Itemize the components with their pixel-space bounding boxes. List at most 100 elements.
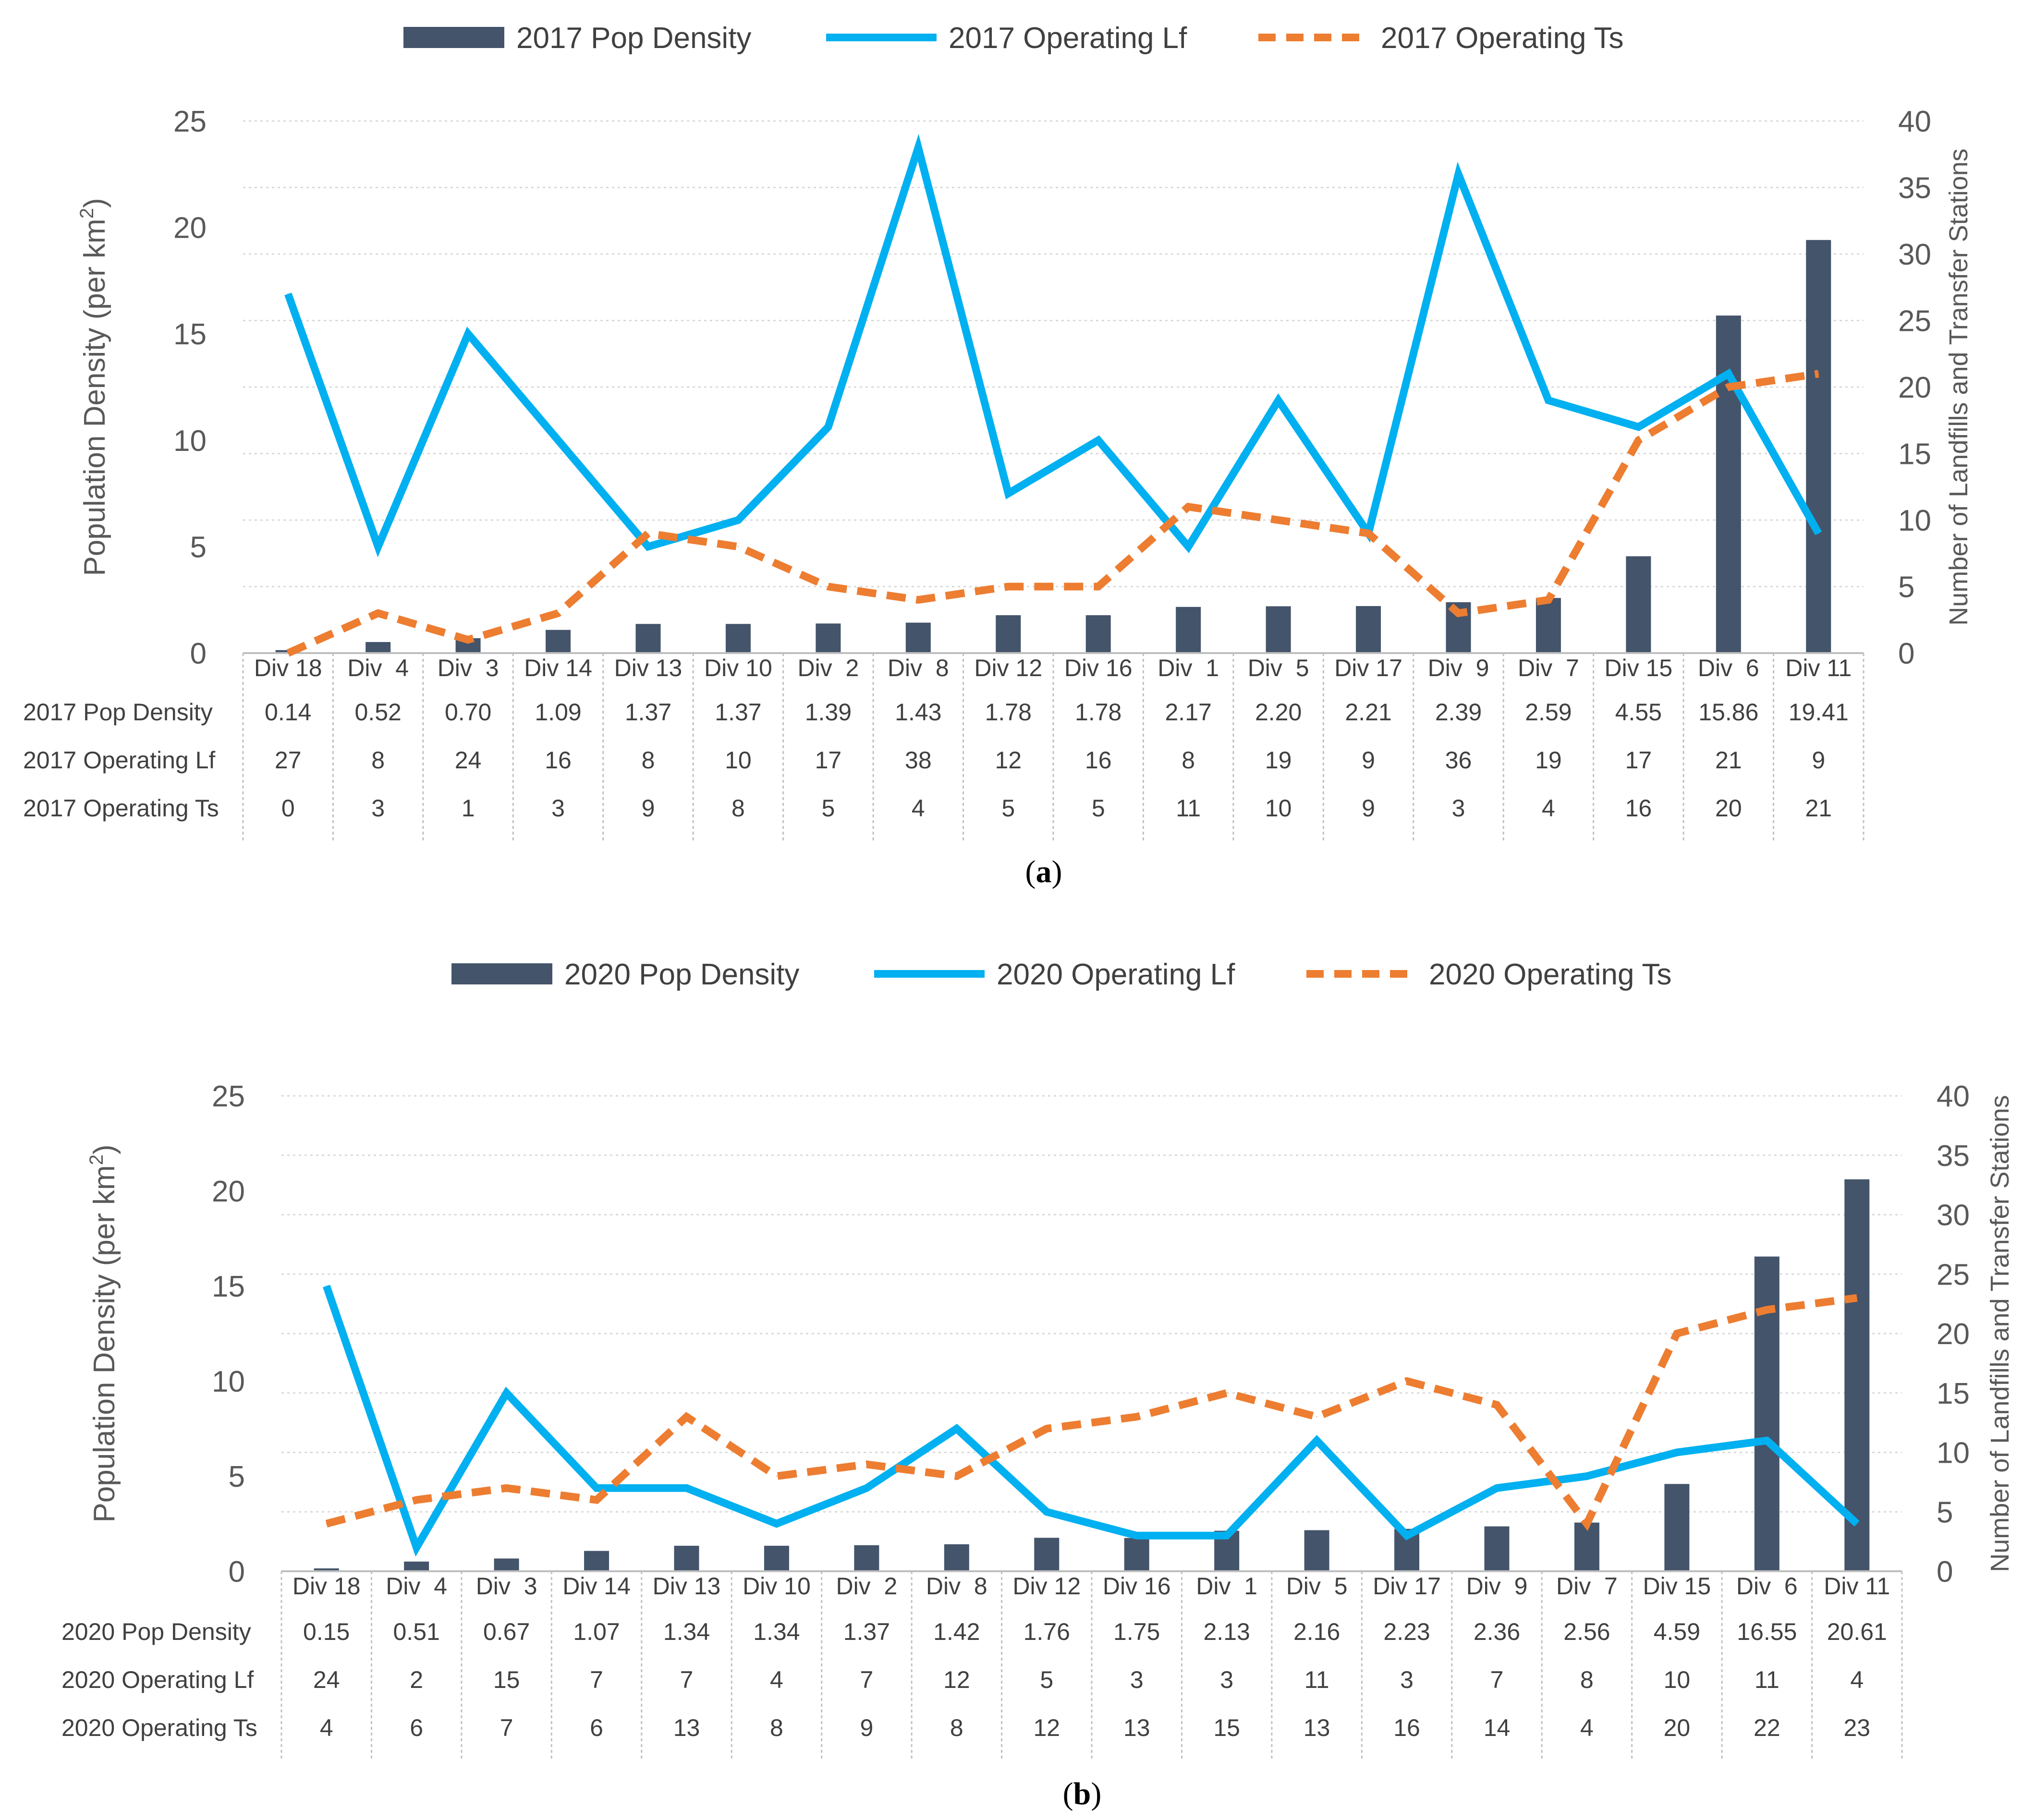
operating-lf-point-10 — [1097, 439, 1099, 441]
operating-lf-point-9 — [1008, 493, 1009, 494]
operating-ts-point-3 — [467, 639, 469, 641]
category-label: Div 4 — [386, 1573, 447, 1600]
operating-lf-point-7 — [866, 1487, 867, 1489]
operating-ts-point-11 — [1226, 1392, 1228, 1394]
table-cell: 36 — [1445, 747, 1472, 774]
operating-lf-point-12 — [1316, 1440, 1317, 1441]
legend-swatch-pop-density — [403, 27, 504, 48]
category-label: Div 9 — [1466, 1573, 1528, 1600]
table-cell: 3 — [1220, 1666, 1233, 1693]
right-axis-title: Number of Landfills and Transfer Station… — [1986, 1095, 2014, 1572]
table-cell: 2.23 — [1383, 1618, 1430, 1645]
table-cell: 12 — [943, 1666, 970, 1693]
category-label: Div 12 — [974, 655, 1042, 681]
table-cell: 2.56 — [1563, 1618, 1610, 1645]
table-row-label: 2017 Operating Lf — [23, 747, 215, 774]
operating-lf-point-11 — [1226, 1535, 1228, 1536]
table-cell: 2.17 — [1165, 699, 1212, 726]
table-cell: 1.37 — [843, 1618, 890, 1645]
table-cell: 21 — [1805, 795, 1832, 822]
legend-label: 2020 Operating Ts — [1429, 958, 1672, 991]
bar-15 — [1535, 598, 1561, 653]
left-tick-label: 5 — [229, 1460, 245, 1493]
operating-lf-point-17 — [1728, 373, 1729, 375]
bar-8 — [944, 1544, 969, 1571]
table-cell: 20 — [1664, 1714, 1691, 1741]
table-row-label: 2020 Operating Lf — [61, 1666, 254, 1693]
panel-caption: (a) — [1025, 854, 1062, 889]
operating-lf-point-7 — [828, 426, 829, 428]
category-label: Div 7 — [1518, 655, 1579, 681]
table-cell: 8 — [642, 747, 655, 774]
table-cell: 1.37 — [715, 699, 761, 726]
table-cell: 16 — [1625, 795, 1652, 822]
table-cell: 9 — [860, 1714, 873, 1741]
bar-3 — [494, 1558, 519, 1571]
category-label: Div 14 — [524, 655, 592, 681]
operating-ts-point-6 — [737, 546, 739, 547]
table-cell: 7 — [590, 1666, 603, 1693]
category-label: Div 8 — [926, 1573, 987, 1600]
bar-series — [275, 240, 1831, 654]
category-label: Div 5 — [1286, 1573, 1348, 1600]
bar-14 — [1484, 1526, 1510, 1571]
table-cell: 5 — [1040, 1666, 1053, 1693]
operating-ts-point-16 — [1676, 1333, 1678, 1334]
left-tick-label: 15 — [173, 318, 207, 351]
category-label: Div 16 — [1103, 1573, 1171, 1600]
operating-ts-point-5 — [647, 533, 649, 534]
table-cell: 14 — [1484, 1714, 1511, 1741]
operating-lf-point-5 — [686, 1487, 687, 1489]
operating-lf-point-11 — [1188, 546, 1189, 547]
bar-8 — [905, 622, 931, 653]
table-cell: 17 — [815, 747, 842, 774]
table-cell: 1.78 — [1075, 699, 1121, 726]
table-cell: 1.42 — [933, 1618, 980, 1645]
table-cell: 5 — [1092, 795, 1105, 822]
legend-label: 2017 Operating Lf — [949, 22, 1187, 55]
table-cell: 20.61 — [1827, 1618, 1887, 1645]
table-cell: 19 — [1265, 747, 1292, 774]
right-tick-label: 15 — [1898, 438, 1931, 471]
operating-ts-point-14 — [1496, 1404, 1498, 1406]
operating-lf-point-16 — [1676, 1452, 1678, 1453]
table-cell: 24 — [455, 747, 482, 774]
category-label: Div 18 — [292, 1573, 361, 1600]
legend-label: 2017 Operating Ts — [1381, 22, 1624, 55]
operating-ts-point-12 — [1278, 520, 1279, 521]
operating-lf-point-3 — [467, 333, 469, 335]
right-tick-label: 5 — [1937, 1496, 1953, 1529]
left-tick-label: 5 — [190, 531, 207, 564]
table-cell: 19 — [1535, 747, 1562, 774]
table-cell: 1.37 — [625, 699, 671, 726]
table-row-label: 2020 Operating Ts — [61, 1714, 257, 1741]
operating-ts-point-15 — [1548, 599, 1549, 601]
operating-lf-point-6 — [737, 520, 739, 521]
legend-swatch-pop-density — [451, 963, 552, 984]
table-cell: 27 — [275, 747, 302, 774]
right-tick-label: 30 — [1898, 238, 1931, 271]
operating-lf-point-8 — [917, 147, 919, 148]
table-cell: 17 — [1625, 747, 1652, 774]
right-tick-label: 10 — [1937, 1437, 1970, 1470]
bar-17 — [1754, 1256, 1779, 1571]
operating-lf-point-2 — [416, 1547, 417, 1548]
bar-4 — [584, 1551, 609, 1571]
right-tick-label: 15 — [1937, 1377, 1970, 1410]
operating-ts-point-5 — [686, 1416, 687, 1418]
table-cell: 15 — [493, 1666, 520, 1693]
right-tick-label: 10 — [1898, 504, 1931, 537]
operating-lf-point-15 — [1586, 1476, 1587, 1477]
bar-7 — [854, 1545, 879, 1571]
table-cell: 2.39 — [1435, 699, 1482, 726]
category-label: Div 10 — [743, 1573, 811, 1600]
panel-caption-letter: a — [1036, 854, 1052, 889]
operating-lf-line — [323, 1285, 1860, 1557]
category-label: Div 1 — [1158, 655, 1219, 681]
bar-18 — [1806, 240, 1831, 654]
operating-lf-point-18 — [1818, 533, 1819, 534]
table-cell: 8 — [950, 1714, 963, 1741]
operating-ts-point-8 — [917, 599, 919, 601]
operating-ts-point-7 — [866, 1464, 867, 1465]
